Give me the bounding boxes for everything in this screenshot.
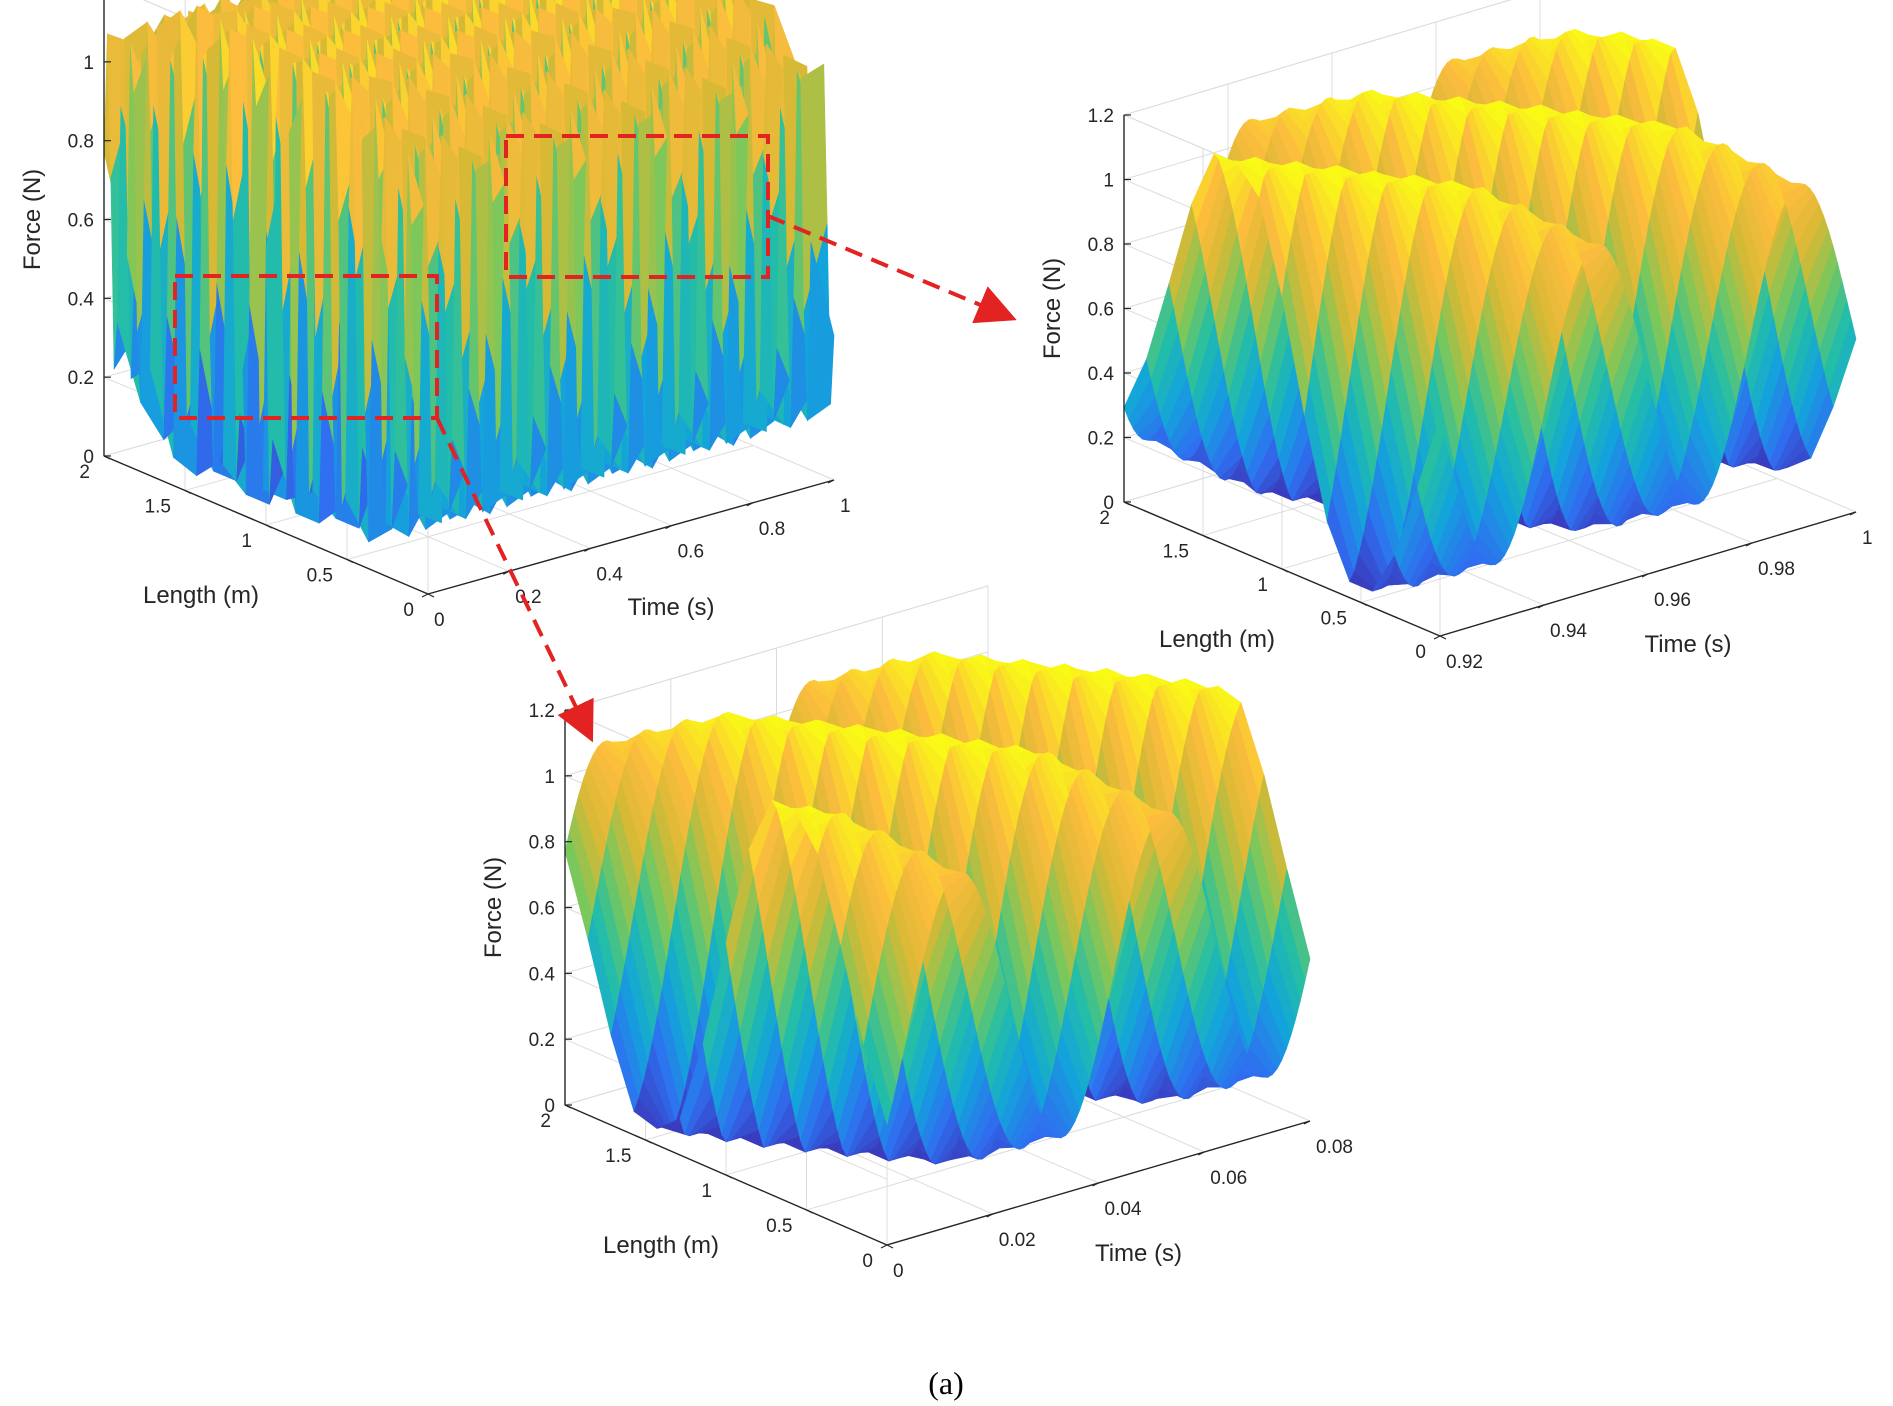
time-tick-label: 0.4 xyxy=(596,564,623,585)
force-surface xyxy=(103,0,835,543)
time-tick-mark xyxy=(421,593,429,598)
time-tick-label: 0.8 xyxy=(759,519,785,540)
force-surface xyxy=(564,651,1311,1165)
time-tick-label: 0.06 xyxy=(1210,1168,1247,1189)
length-tick-label: 0.5 xyxy=(1321,609,1347,630)
time-tick-label: 0.92 xyxy=(1446,652,1483,673)
force-surface xyxy=(1123,28,1857,592)
force-tick-label: 1 xyxy=(1103,171,1114,192)
force-tick-label: 0.2 xyxy=(68,368,94,389)
figure-caption: (a) xyxy=(928,1365,964,1401)
time-tick-label: 0.96 xyxy=(1654,590,1691,611)
force-tick-label: 0 xyxy=(1103,493,1114,514)
length-tick-label: 1 xyxy=(701,1181,712,1202)
length-tick-label: 1.5 xyxy=(145,497,171,518)
time-tick-label: 0.04 xyxy=(1105,1199,1142,1220)
length-tick-label: 0 xyxy=(862,1251,873,1272)
time-tick-label: 0.08 xyxy=(1316,1137,1353,1158)
length-tick-label: 0 xyxy=(1415,642,1426,663)
time-tick-label: 0 xyxy=(893,1261,904,1282)
time-tick-label: 0.02 xyxy=(999,1230,1036,1251)
force-tick-label: 0.4 xyxy=(68,289,95,310)
force-axis-label: Force (N) xyxy=(19,169,46,270)
zoom-start-surface-plot: 00.020.040.060.0800.511.5200.20.40.60.81… xyxy=(480,585,1353,1282)
force-tick-label: 1 xyxy=(544,767,555,788)
length-tick-label: 1.5 xyxy=(1163,542,1189,563)
time-axis-label: Time (s) xyxy=(627,594,714,621)
length-tick-label: 0 xyxy=(403,600,414,621)
zoom-end-surface-plot: 0.920.940.960.98100.511.5200.20.40.60.81… xyxy=(1039,0,1873,673)
force-axis-label: Force (N) xyxy=(480,857,507,958)
length-tick-label: 1.5 xyxy=(605,1146,631,1167)
length-axis-label: Length (m) xyxy=(1159,626,1275,653)
force-axis-label: Force (N) xyxy=(1039,258,1066,359)
force-tick-label: 0 xyxy=(83,447,94,468)
time-tick-label: 0.94 xyxy=(1550,621,1587,642)
time-tick-mark xyxy=(880,1244,888,1249)
length-tick-label: 1 xyxy=(241,531,252,552)
time-tick-mark xyxy=(1433,635,1441,640)
force-tick-label: 0.6 xyxy=(68,211,94,232)
length-tick-mark xyxy=(886,1244,894,1249)
time-tick-label: 1 xyxy=(1862,528,1873,549)
time-axis-label: Time (s) xyxy=(1095,1240,1182,1267)
force-tick-label: 0.4 xyxy=(1088,364,1115,385)
force-tick-label: 0.2 xyxy=(1088,429,1114,450)
force-tick-label: 1 xyxy=(83,53,94,74)
force-tick-label: 0.8 xyxy=(68,132,94,153)
length-tick-label: 0.5 xyxy=(766,1216,792,1237)
time-tick-label: 0.98 xyxy=(1758,559,1795,580)
force-tick-label: 1.2 xyxy=(529,701,555,722)
force-tick-label: 1.2 xyxy=(1088,106,1114,127)
time-tick-label: 1 xyxy=(840,496,851,517)
time-tick-label: 0.6 xyxy=(678,542,704,563)
overview-surface-plot: 00.20.40.60.8100.511.5200.20.40.60.811.2… xyxy=(19,0,851,631)
length-tick-mark xyxy=(427,593,435,598)
force-tick-label: 0 xyxy=(544,1096,555,1117)
length-tick-label: 0.5 xyxy=(307,566,333,587)
force-tick-label: 0.8 xyxy=(529,833,555,854)
length-tick-label: 1 xyxy=(1257,575,1268,596)
force-tick-label: 0.6 xyxy=(1088,300,1114,321)
force-tick-label: 0.8 xyxy=(1088,235,1114,256)
length-axis-label: Length (m) xyxy=(603,1232,719,1259)
length-axis-label: Length (m) xyxy=(143,582,259,609)
length-tick-mark xyxy=(1439,635,1447,640)
time-tick-label: 0 xyxy=(434,610,445,631)
force-tick-label: 0.6 xyxy=(529,899,555,920)
time-axis-label: Time (s) xyxy=(1644,631,1731,658)
force-tick-label: 0.2 xyxy=(529,1030,555,1051)
force-tick-label: 0.4 xyxy=(529,964,556,985)
